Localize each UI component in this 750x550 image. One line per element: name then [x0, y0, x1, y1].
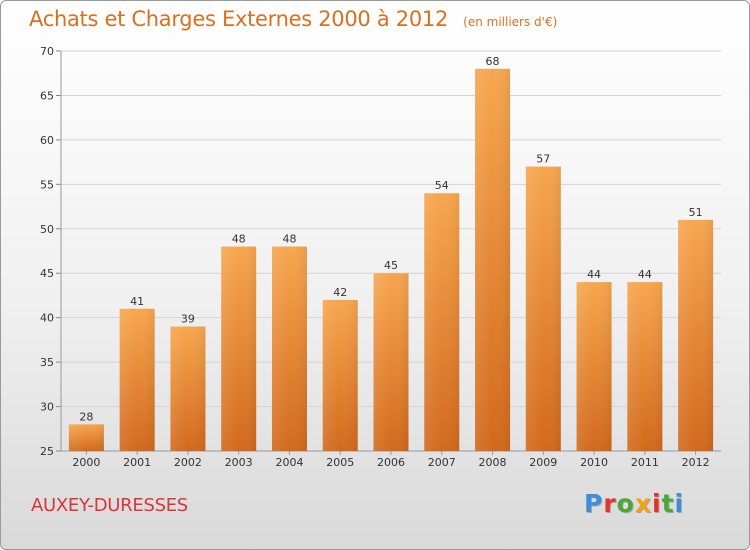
logo-letter: i [652, 489, 662, 518]
proxiti-logo: Proxiti [584, 489, 684, 518]
data-label: 54 [435, 179, 449, 192]
y-tick-label: 40 [40, 312, 54, 325]
bar-sheen [271, 246, 307, 451]
x-tick-label: 2010 [580, 456, 608, 469]
axes: 25 30 35 40 45 50 55 60 65 70 2000 2001 2002 2003 2004… [40, 45, 721, 469]
bar-sheen [322, 299, 358, 451]
data-label: 51 [689, 206, 703, 219]
x-tick-label: 2003 [225, 456, 253, 469]
bar-sheen [373, 273, 409, 451]
data-label: 39 [181, 313, 195, 326]
y-tick-label: 65 [40, 89, 54, 102]
logo-letter: P [584, 489, 604, 518]
x-tick-label: 2002 [174, 456, 202, 469]
y-tick-label: 30 [40, 401, 54, 414]
bar-sheen [68, 424, 104, 451]
chart-title: Achats et Charges Externes 2000 à 2012 (… [29, 7, 557, 31]
logo-letter: x [634, 489, 652, 518]
data-label: 28 [79, 410, 93, 423]
bar-sheen [119, 308, 155, 451]
x-tick-label: 2012 [682, 456, 710, 469]
y-tick-label: 45 [40, 267, 54, 280]
bar-sheen [576, 282, 612, 451]
x-tick-label: 2007 [428, 456, 456, 469]
data-label: 44 [638, 268, 652, 281]
y-tick-label: 60 [40, 134, 54, 147]
data-label: 57 [536, 153, 550, 166]
logo-letter: t [661, 489, 675, 518]
y-tick-label: 35 [40, 356, 54, 369]
x-tick-label: 2005 [326, 456, 354, 469]
x-tick-label: 2009 [529, 456, 557, 469]
data-label: 42 [333, 286, 347, 299]
bar-sheen [221, 246, 257, 451]
x-tick-label: 2008 [479, 456, 507, 469]
bar-sheen [170, 326, 206, 451]
data-label: 48 [282, 233, 296, 246]
data-labels: 28 41 39 48 48 42 45 54 68 57 44 44 51 [79, 55, 702, 424]
x-tick-label: 2006 [377, 456, 405, 469]
logo-letter: o [616, 489, 635, 518]
place-name: AUXEY-DURESSES [31, 495, 188, 516]
data-label: 68 [486, 55, 500, 68]
x-tick-label: 2004 [275, 456, 303, 469]
data-label: 48 [232, 233, 246, 246]
y-tick-label: 25 [40, 445, 54, 458]
y-tick-label: 70 [40, 45, 54, 58]
x-tick-label: 2000 [72, 456, 100, 469]
logo-letter: i [674, 489, 685, 518]
chart-title-text: Achats et Charges Externes 2000 à 2012 [29, 7, 449, 31]
bar-sheen [424, 193, 460, 451]
logo-letter: r [603, 489, 617, 518]
bar-sheen [475, 68, 511, 452]
y-tick-label: 55 [40, 178, 54, 191]
data-label: 41 [130, 295, 144, 308]
y-tick-label: 50 [40, 223, 54, 236]
x-tick-label: 2011 [631, 456, 659, 469]
chart-unit-note: (en milliers d'€) [463, 15, 558, 29]
bar-sheen [678, 219, 714, 451]
bars [68, 68, 714, 452]
data-label: 45 [384, 259, 398, 272]
x-tick-label: 2001 [123, 456, 151, 469]
bar-sheen [525, 166, 561, 452]
bar-sheen [627, 282, 663, 451]
data-label: 44 [587, 268, 601, 281]
